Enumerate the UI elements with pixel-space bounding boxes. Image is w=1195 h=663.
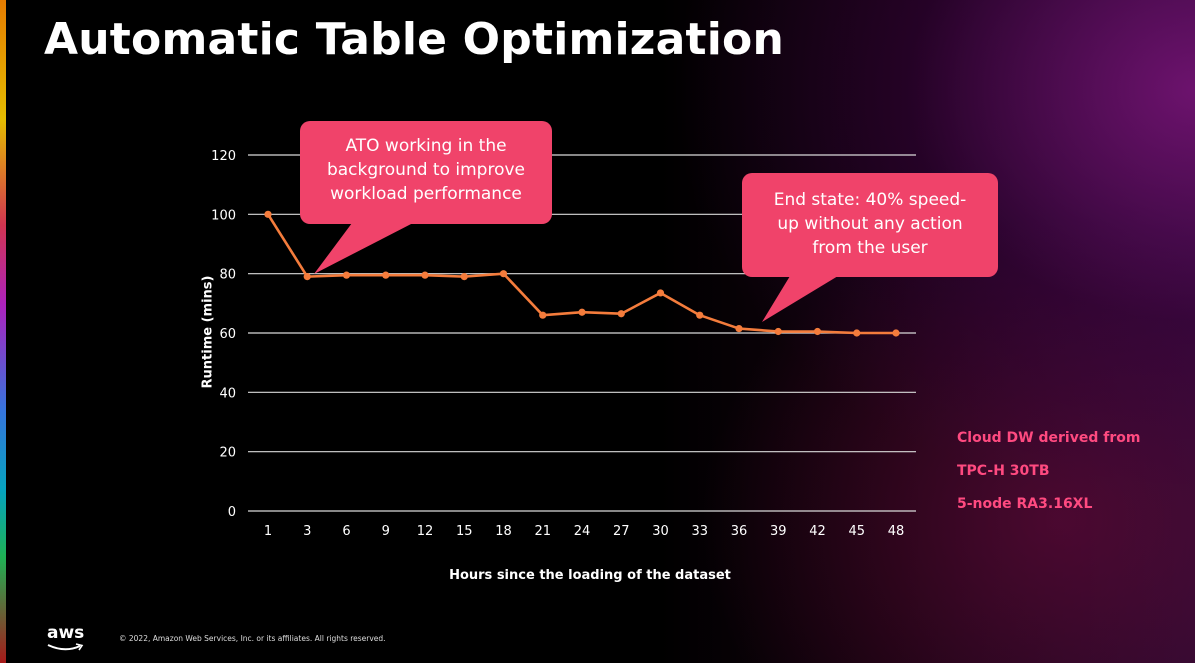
data-point: [813, 327, 822, 336]
x-tick-label: 21: [534, 524, 551, 539]
data-point: [421, 271, 429, 279]
data-point: [853, 329, 861, 337]
data-point: [892, 329, 900, 337]
x-tick-label: 15: [456, 524, 473, 539]
x-tick-label: 3: [303, 524, 311, 539]
x-tick-label: 6: [342, 524, 350, 539]
data-point: [539, 311, 547, 319]
y-tick-label: 100: [211, 208, 236, 223]
data-point: [460, 273, 468, 281]
x-axis-label: Hours since the loading of the dataset: [449, 568, 731, 583]
callout-2-line-2: up without any action: [777, 214, 963, 234]
x-tick-label: 36: [731, 524, 748, 539]
note-cluster: 5-node RA3.16XL: [957, 496, 1093, 512]
aws-logo: aws: [47, 623, 85, 643]
chart-series: [264, 210, 900, 337]
y-tick-label: 0: [228, 505, 236, 520]
x-tick-label: 9: [382, 524, 390, 539]
x-tick-label: 39: [770, 524, 787, 539]
note-cloud-dw: Cloud DW derived from: [957, 430, 1141, 446]
aws-smile-icon: [47, 643, 84, 651]
data-point: [656, 289, 665, 297]
data-point: [499, 270, 508, 278]
data-point: [696, 311, 704, 319]
spectrum-edge-decoration: [0, 0, 6, 663]
x-tick-label: 42: [809, 524, 826, 539]
callout-1-line-3: workload performance: [330, 184, 522, 204]
data-point: [264, 210, 272, 218]
callout-2-pointer: [762, 276, 838, 322]
x-tick-label: 48: [888, 524, 905, 539]
callout-2-line-3: from the user: [812, 238, 928, 258]
x-tick-label: 33: [691, 524, 708, 539]
data-point: [342, 271, 351, 279]
y-tick-label: 40: [219, 386, 236, 401]
x-tick-label: 18: [495, 524, 512, 539]
y-axis-ticks: 0 20 40 60 80 100 120: [211, 149, 236, 520]
slide-title: Automatic Table Optimization: [44, 14, 784, 65]
y-axis-label: Runtime (mins): [200, 275, 216, 389]
callout-1-line-2: background to improve: [326, 160, 526, 180]
callout-ato-working: ATO working in the background to improve…: [300, 121, 552, 224]
x-tick-label: 27: [613, 524, 630, 539]
data-point: [774, 327, 782, 336]
callout-end-state: End state: 40% speed- up without any act…: [742, 173, 998, 277]
data-point: [382, 271, 390, 279]
callout-1-pointer: [314, 223, 413, 274]
x-tick-label: 24: [574, 524, 591, 539]
x-tick-label: 1: [264, 524, 272, 539]
callout-2-line-1: End state: 40% speed-: [773, 190, 967, 210]
x-tick-label: 12: [417, 524, 434, 539]
data-point: [578, 308, 586, 316]
note-tpch: TPC-H 30TB: [957, 463, 1050, 479]
y-tick-label: 60: [219, 327, 236, 342]
copyright-text: © 2022, Amazon Web Services, Inc. or its…: [119, 634, 386, 643]
data-point: [303, 273, 311, 281]
x-tick-label: 45: [848, 524, 865, 539]
x-axis-ticks: 1 3 6 9 12 15 18 21 24 27 30 33 36 39 42 45 48: [264, 524, 904, 539]
y-tick-label: 120: [211, 149, 236, 164]
data-point: [735, 324, 743, 333]
callout-1-line-1: ATO working in the: [345, 136, 507, 156]
x-tick-label: 30: [652, 524, 669, 539]
y-tick-label: 80: [219, 268, 236, 283]
data-point: [617, 310, 625, 318]
y-tick-label: 20: [219, 446, 236, 461]
